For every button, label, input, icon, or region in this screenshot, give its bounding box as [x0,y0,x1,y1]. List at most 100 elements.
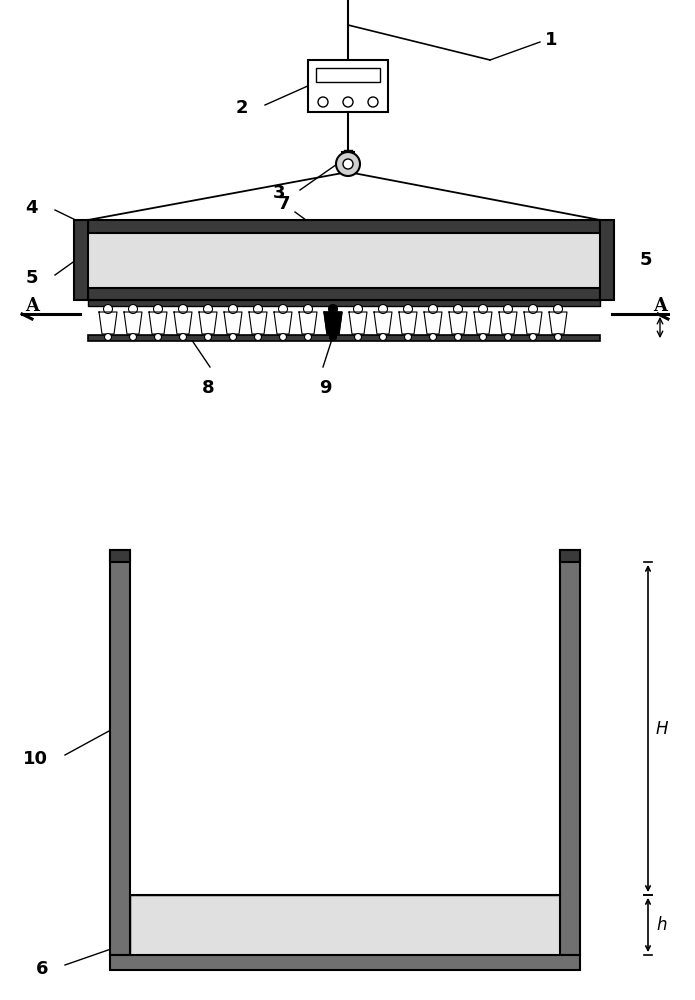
Point [265,243,277,259]
Point [457,923,468,939]
Point [94,267,105,283]
Point [496,268,507,284]
Point [174,899,186,915]
Point [369,891,380,907]
Point [281,240,293,256]
Point [297,242,309,258]
Point [344,264,355,280]
Point [148,929,159,945]
Polygon shape [424,312,442,334]
Circle shape [329,304,338,314]
Point [480,253,491,269]
Point [298,927,309,943]
Point [382,927,393,943]
Bar [88,300,600,306]
Point [468,276,479,292]
Point [145,924,156,940]
Point [263,897,274,913]
Point [240,916,251,932]
Point [537,229,548,245]
Point [414,926,425,942]
Circle shape [368,97,378,107]
Point [173,234,184,250]
Text: h: h [656,916,667,934]
Polygon shape [324,312,342,334]
Point [360,237,371,253]
Point [252,926,263,942]
Point [329,935,341,951]
Point [208,891,219,907]
Point [465,940,476,956]
Point [453,270,464,286]
Point [539,239,550,255]
Circle shape [104,334,111,340]
Point [263,276,274,292]
Point [419,255,430,271]
Point [521,899,532,915]
Circle shape [555,334,562,340]
Point [458,921,469,937]
Polygon shape [349,312,367,334]
Point [163,935,174,951]
Point [484,930,495,946]
Point [202,942,213,958]
Point [400,233,411,249]
Point [404,235,416,251]
Point [452,248,464,264]
Point [508,232,519,248]
Point [478,901,489,917]
Point [238,260,249,276]
Point [551,914,562,930]
Point [553,252,564,268]
Point [258,270,269,286]
Point [435,254,446,270]
Point [122,245,133,261]
Point [358,923,369,939]
Point [278,924,289,940]
Point [246,258,257,274]
Point [359,260,370,276]
Point [347,247,358,263]
Point [201,235,212,251]
Point [198,898,209,914]
Point [256,943,268,959]
Point [538,237,549,253]
Point [552,269,563,285]
Point [212,237,223,253]
Point [88,245,99,261]
Point [486,939,498,955]
Circle shape [254,334,261,340]
Point [131,234,142,250]
Point [385,230,396,246]
Point [345,250,357,266]
Point [389,911,400,927]
Point [250,942,261,958]
Point [262,929,273,945]
Point [492,258,503,274]
Point [438,255,449,271]
Point [541,942,553,958]
Point [174,929,186,945]
Point [222,896,233,912]
Point [566,251,578,267]
Point [302,921,313,937]
Point [525,904,536,920]
Text: A: A [25,297,39,315]
Polygon shape [99,312,117,334]
Point [308,935,319,951]
Point [233,230,244,246]
Point [412,904,423,920]
Point [123,229,134,245]
Point [548,914,559,930]
Point [231,255,242,271]
Point [353,922,364,938]
Point [302,228,313,244]
Point [181,904,193,920]
Point [541,918,552,934]
Point [249,251,260,267]
Point [184,906,195,922]
Point [395,943,406,959]
Point [546,903,557,919]
Point [211,937,222,953]
Point [334,944,345,960]
